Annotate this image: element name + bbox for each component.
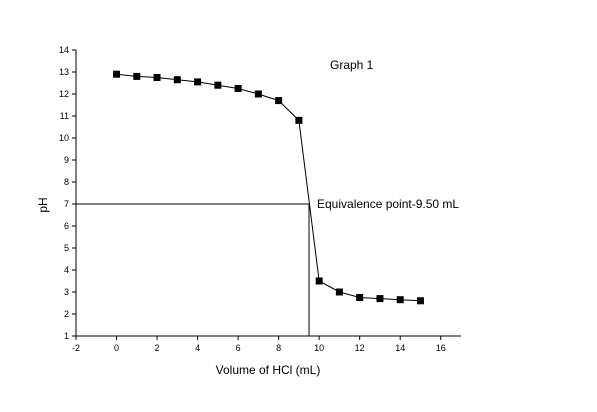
data-point bbox=[133, 72, 141, 80]
y-tick-label: 11 bbox=[60, 111, 69, 121]
chart-title: Graph 1 bbox=[330, 58, 374, 72]
y-tick-label: 14 bbox=[59, 45, 69, 55]
data-point bbox=[173, 76, 181, 84]
data-point bbox=[113, 70, 121, 78]
x-tick-label: 12 bbox=[355, 343, 365, 353]
data-point bbox=[234, 85, 242, 92]
x-tick-label: 8 bbox=[276, 343, 281, 353]
y-tick-label: 1 bbox=[64, 331, 69, 341]
data-point bbox=[315, 277, 323, 285]
x-tick-label: 0 bbox=[114, 343, 119, 353]
y-tick-label: 13 bbox=[59, 67, 69, 77]
data-point bbox=[254, 90, 262, 98]
y-tick-label: 3 bbox=[64, 287, 69, 297]
data-point bbox=[194, 78, 202, 86]
x-tick-label: 6 bbox=[236, 343, 241, 353]
x-tick-label: 16 bbox=[436, 343, 446, 353]
data-point bbox=[396, 296, 404, 304]
y-tick-label: 9 bbox=[64, 155, 69, 165]
data-point bbox=[275, 97, 283, 105]
y-tick-label: 2 bbox=[64, 309, 69, 319]
x-tick-label: 10 bbox=[314, 343, 324, 353]
data-point bbox=[356, 294, 364, 301]
data-point bbox=[153, 74, 161, 81]
data-point bbox=[295, 116, 303, 124]
y-tick-label: 6 bbox=[64, 221, 69, 231]
data-point bbox=[376, 295, 384, 303]
y-tick-label: 5 bbox=[64, 243, 69, 253]
x-tick-label: -2 bbox=[72, 343, 80, 353]
y-tick-label: 12 bbox=[59, 89, 69, 99]
data-markers bbox=[113, 70, 424, 305]
data-point bbox=[416, 297, 424, 305]
y-tick-label: 7 bbox=[64, 199, 69, 209]
y-tick-label: 10 bbox=[59, 133, 69, 143]
x-axis-title: Volume of HCl (mL) bbox=[216, 363, 321, 377]
y-tick-label: 4 bbox=[64, 265, 69, 275]
data-point bbox=[214, 81, 222, 89]
x-ticks: -2 0 2 4 6 8 10 12 14 16 bbox=[72, 336, 446, 353]
x-tick-label: 4 bbox=[195, 343, 200, 353]
series-line bbox=[116, 73, 421, 302]
x-tick-label: 14 bbox=[395, 343, 405, 353]
equivalence-annotation: Equivalence point-9.50 mL bbox=[317, 197, 459, 211]
x-tick-label: 2 bbox=[155, 343, 160, 353]
data-point bbox=[335, 288, 343, 296]
y-tick-label: 8 bbox=[64, 177, 69, 187]
y-axis-title: pH bbox=[36, 197, 50, 212]
